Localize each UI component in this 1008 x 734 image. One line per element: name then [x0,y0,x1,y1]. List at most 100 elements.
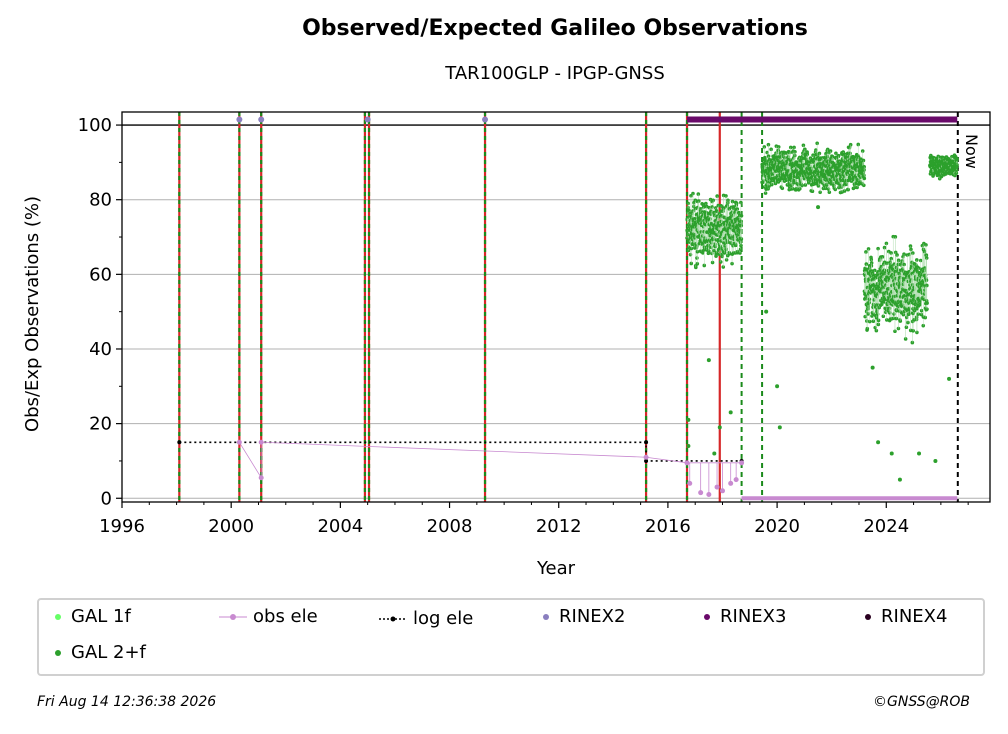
obs-ele-point [733,477,739,483]
footer-credit: ©GNSS@ROB [873,694,970,710]
rinex2-point [364,116,371,123]
gal-2f-point [903,337,908,341]
legend-marker-gal-2f [55,649,61,656]
obs-ele-point [706,492,712,498]
legend-label-rinex3: RINEX3 [720,606,787,627]
legend-item-rinex3: RINEX3 [700,606,786,627]
gal-2f-point [917,451,922,456]
x-tick-label: 2024 [863,516,909,537]
gal-2f-point [897,477,902,482]
legend-item-gal-1f: GAL 1f [51,606,131,627]
x-tick-label: 2000 [208,516,254,537]
obs-ele-line [239,441,742,480]
gal-2f-point [706,358,711,363]
chart-subtitle: TAR100GLP - IPGP-GNSS [445,63,665,84]
log-ele-point [644,440,649,445]
gal-2f-point [816,205,821,210]
y-tick-label: 0 [101,488,112,509]
gal-2f-point [914,315,919,319]
x-tick-label: 2004 [317,516,363,537]
gal-2f-point [889,451,894,456]
gal-2f-point [919,308,924,313]
obs-ele-point [643,454,649,460]
rinex2-point [482,116,489,123]
gal-2f-point [925,301,929,305]
gal-2f-point [884,318,889,322]
gal-2f-point [728,410,733,415]
y-tick-label: 80 [89,190,112,211]
gal-2f-point [870,365,875,370]
gal-2f-point [862,176,867,181]
gal-2f-point [712,451,717,456]
legend: GAL 1f GAL 2+f obs ele log ele RINEX2 RI… [37,598,985,676]
legend-label-rinex4: RINEX4 [881,606,948,627]
gal-2f-point [894,308,899,313]
obs-ele-point [714,484,720,490]
gal-2f-point [876,440,881,445]
gal-2f-point [739,213,744,218]
legend-marker-rinex3 [704,613,710,620]
y-tick-label: 20 [89,414,112,435]
legend-label-log-ele: log ele [413,608,474,629]
gal-2f-point [695,261,700,266]
plot-area: Now 0 20 40 60 80 100 1996 2000 2004 2008 2012 2016… [22,111,991,579]
gal-2f-point [901,312,906,317]
gal-2f-point [923,315,928,320]
obs-ele-point [687,480,693,486]
x-tick-label: 1996 [99,516,145,537]
gal-2f-point [891,316,896,321]
x-tick-label: 2008 [427,516,473,537]
obs-ele-point [258,475,264,481]
legend-marker-log-ele [379,616,407,621]
obs-ele-point [698,490,704,496]
obs-ele-point [684,460,690,466]
legend-item-rinex4: RINEX4 [861,606,947,627]
legend-marker-obs-ele [219,613,247,620]
obs-ele-point [739,460,745,466]
gal-2f-point [863,314,867,319]
y-tick-label: 40 [89,339,112,360]
x-tick-label: 2020 [754,516,800,537]
x-tick-label: 2012 [536,516,582,537]
gal-2f-point [686,417,691,422]
y-tick-label: 100 [78,115,112,136]
gal-2f-point [876,318,881,323]
y-axis-label: Obs/Exp Observations (%) [22,196,43,432]
gal-2f-point [764,309,769,314]
gal-2f-point [686,444,691,449]
legend-marker-rinex4 [865,613,871,620]
obs-ele-point [720,488,726,494]
gal-2f-point [874,315,879,320]
gal-2f-point [933,458,938,463]
axes-frame [121,111,991,503]
gal-2f-point [775,384,780,389]
gal-2f-point [865,326,870,331]
obs-ele-point [728,480,734,486]
gal-2f-point [906,320,910,325]
gal-2f-point [777,425,782,430]
legend-item-gal-2f: GAL 2+f [51,642,146,663]
legend-item-rinex2: RINEX2 [539,606,625,627]
y-tick-label: 60 [89,264,112,285]
legend-item-obs-ele: obs ele [219,606,318,627]
gal-2f-point [947,376,952,381]
gal-2f-point [721,265,726,269]
legend-marker-gal-1f [55,613,61,620]
now-label: Now [962,134,981,169]
legend-marker-rinex2 [543,613,549,620]
gal-2f-point [925,307,929,311]
gal-2f-point [955,157,959,161]
legend-label-gal-2f: GAL 2+f [71,642,146,663]
x-axis-label: Year [536,558,576,579]
gal-2f-point [730,261,734,266]
gal-2f-point [876,322,881,327]
log-ele-point [644,458,649,463]
log-ele-line [179,441,742,462]
gal-2f-point [916,312,921,316]
legend-label-rinex2: RINEX2 [559,606,626,627]
legend-item-log-ele: log ele [379,608,473,629]
x-tick-label: 2016 [645,516,691,537]
gal-2f-point [689,261,694,266]
gal-2f-point [717,425,722,430]
obs-ele-point [258,439,264,445]
